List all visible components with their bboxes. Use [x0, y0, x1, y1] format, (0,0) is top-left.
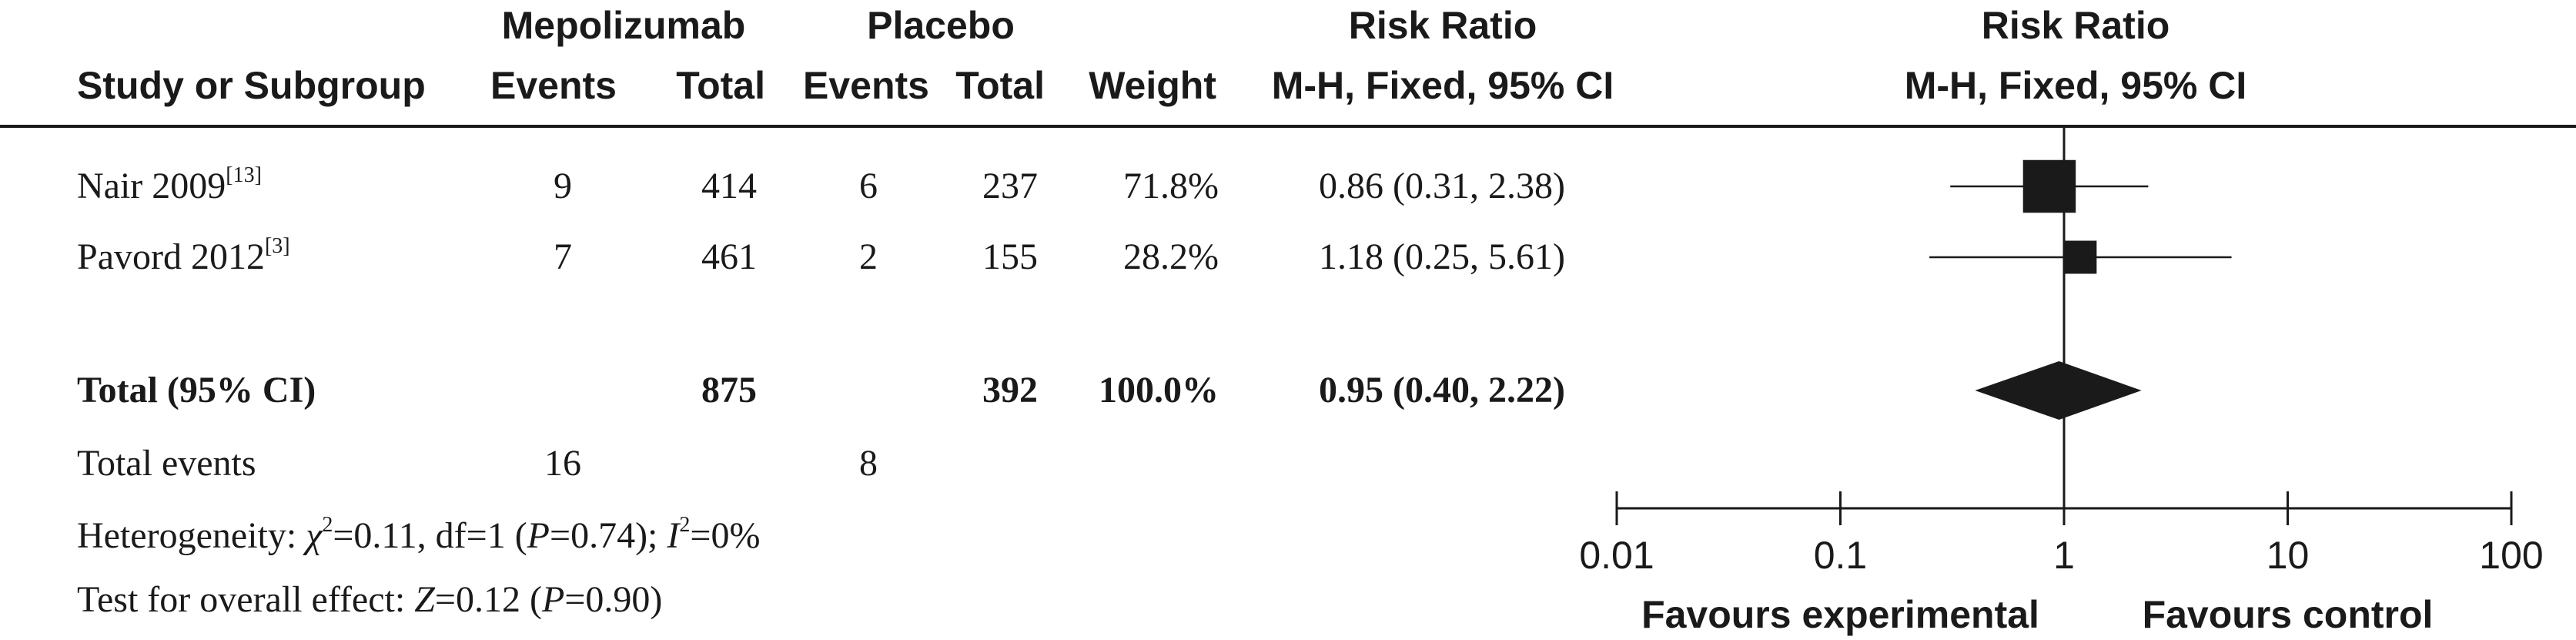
x-tick-label: 0.01 [1579, 534, 1654, 577]
plot-method-header: M-H, Fixed, 95% CI [1904, 64, 2247, 107]
total1-sum: 875 [701, 370, 757, 410]
weight-value: 28.2% [1123, 236, 1219, 277]
favours-control-label: Favours control [2143, 593, 2434, 636]
group2-header: Placebo [867, 4, 1015, 47]
study-name: Pavord 2012[3] [77, 234, 290, 277]
x-tick-label: 0.1 [1814, 534, 1868, 577]
weight-value: 71.8% [1123, 166, 1219, 206]
events2-column-header: Events [803, 64, 929, 107]
total2-sum: 392 [982, 370, 1038, 410]
total-events-label: Total events [77, 443, 256, 484]
ci-value: 1.18 (0.25, 5.61) [1319, 236, 1565, 277]
total2-column-header: Total [955, 64, 1045, 107]
weight-column-header: Weight [1089, 64, 1216, 107]
events1-value: 9 [554, 166, 572, 206]
group1-header: Mepolizumab [501, 4, 746, 47]
study-marker [2063, 240, 2097, 274]
x-tick-label: 1 [2053, 534, 2075, 577]
x-tick-label: 10 [2267, 534, 2310, 577]
events2-value: 6 [859, 166, 878, 206]
total2-value: 155 [982, 236, 1038, 277]
header-rule [0, 125, 2576, 128]
pooled-diamond [1975, 361, 2142, 420]
events1-value: 7 [554, 236, 572, 277]
study-column-header: Study or Subgroup [77, 64, 426, 107]
total-events1: 16 [544, 443, 581, 484]
plot-title-header: Risk Ratio [1981, 4, 2170, 47]
total-label: Total (95% CI) [77, 370, 316, 410]
total2-value: 237 [982, 166, 1038, 206]
total1-column-header: Total [676, 64, 765, 107]
total-events2: 8 [859, 443, 878, 484]
pooled-ci-value: 0.95 (0.40, 2.22) [1319, 370, 1565, 410]
study-marker [2022, 159, 2076, 213]
overall-effect-text: Test for overall effect: Z=0.12 (P=0.90) [77, 579, 663, 620]
risk-ratio-header: Risk Ratio [1348, 4, 1537, 47]
ci-value: 0.86 (0.31, 2.38) [1319, 166, 1565, 206]
events1-column-header: Events [490, 64, 617, 107]
study-name: Nair 2009[13] [77, 163, 262, 206]
total1-value: 414 [701, 166, 757, 206]
favours-experimental-label: Favours experimental [1641, 593, 2039, 636]
heterogeneity-text: Heterogeneity: χ2=0.11, df=1 (P=0.74); I… [77, 513, 761, 556]
x-tick-label: 100 [2479, 534, 2543, 577]
risk-ratio-method-header: M-H, Fixed, 95% CI [1271, 64, 1614, 107]
events2-value: 2 [859, 236, 878, 277]
total1-value: 461 [701, 236, 757, 277]
total-weight: 100.0% [1099, 370, 1219, 410]
